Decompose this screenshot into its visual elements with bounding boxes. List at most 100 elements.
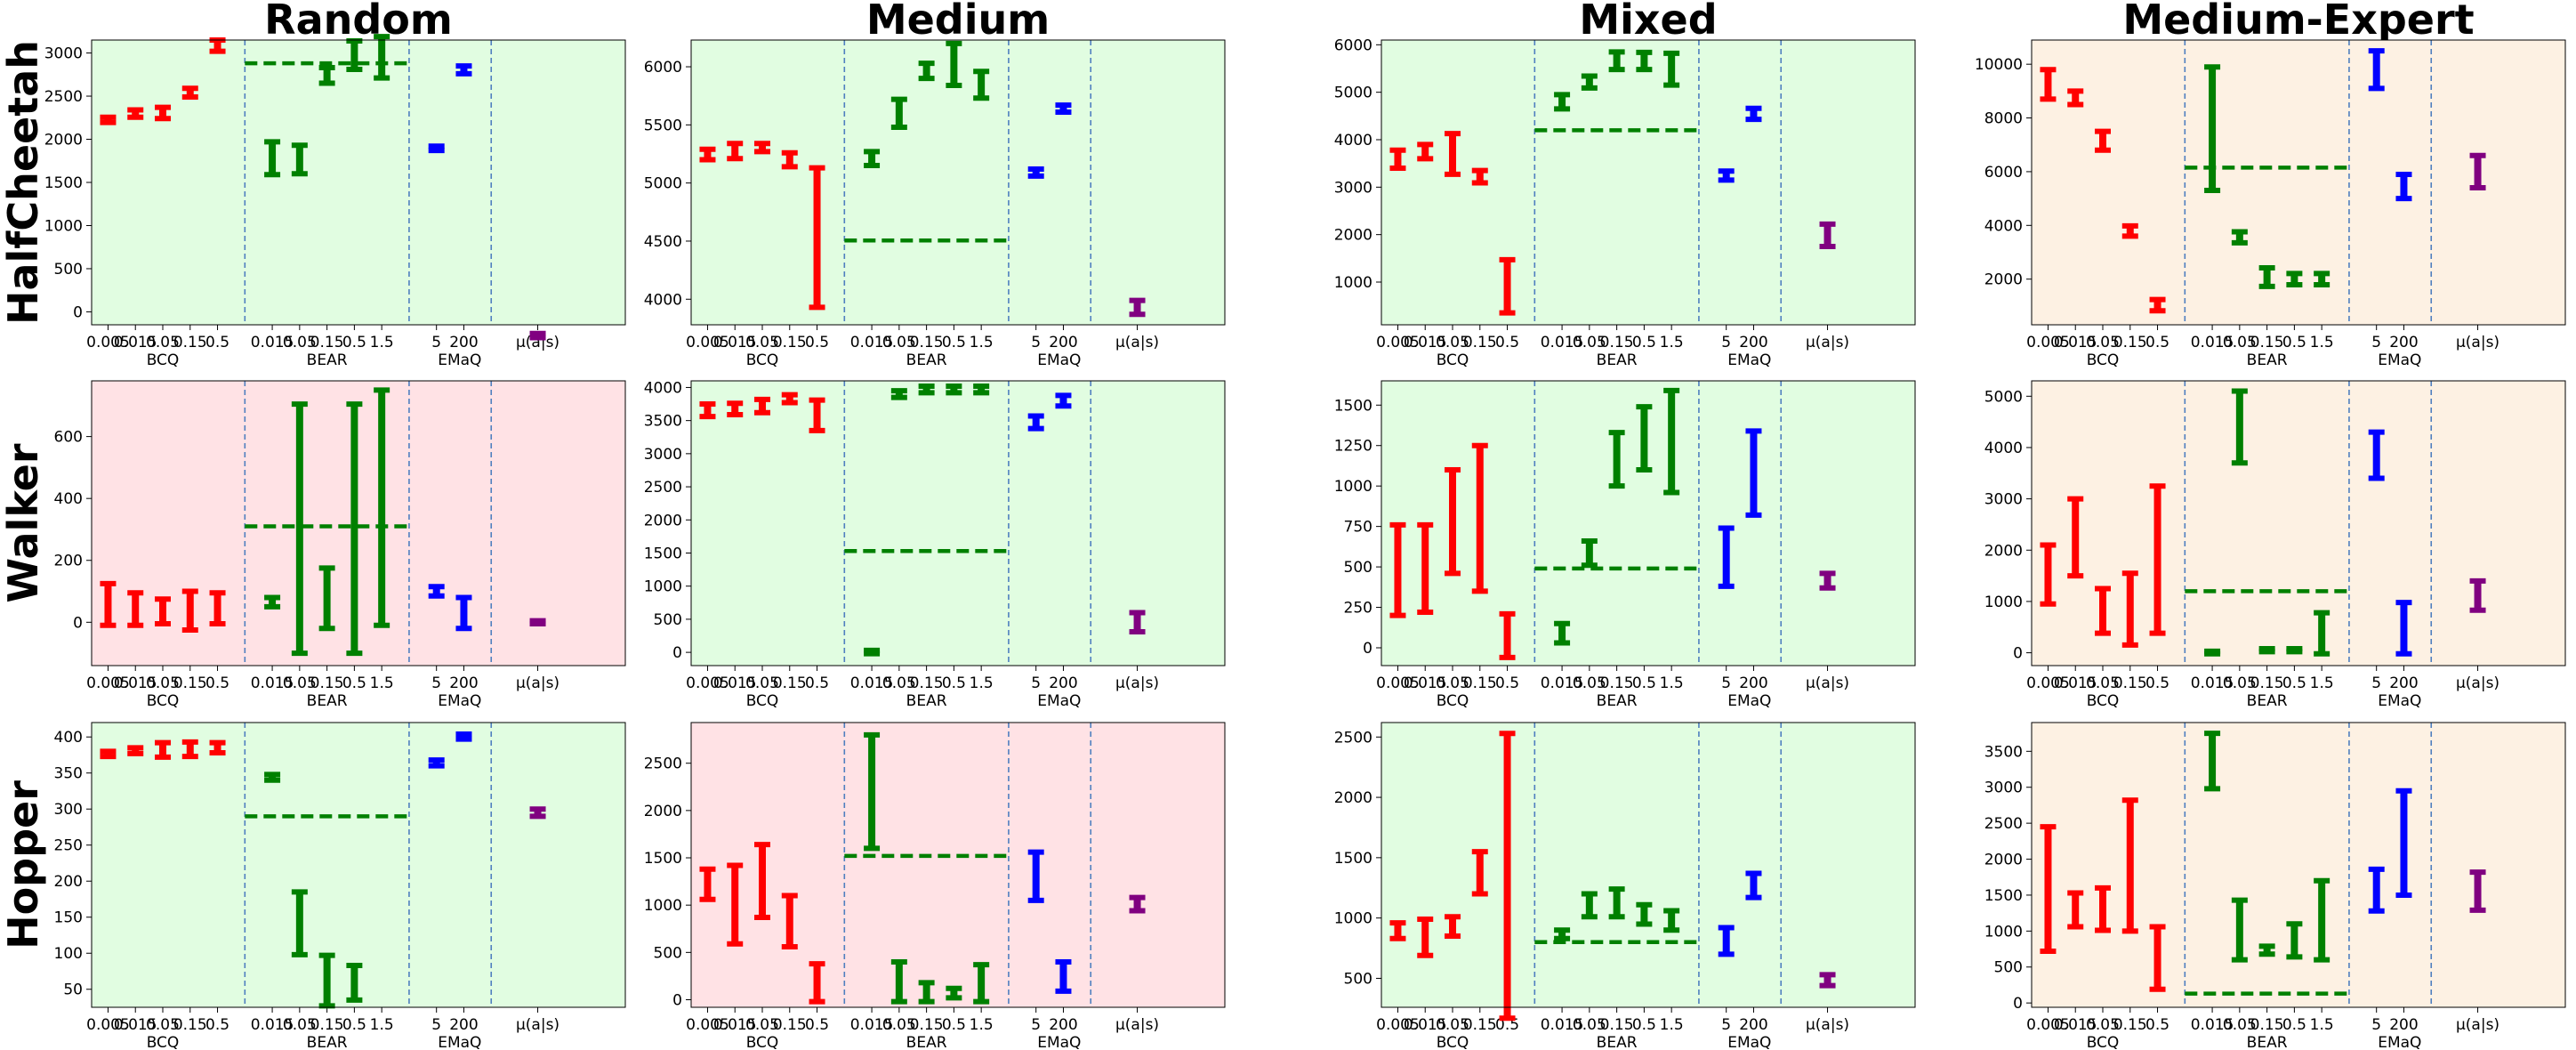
x-tick-label: 0.15 xyxy=(1463,1016,1497,1034)
y-tick-label: 1000 xyxy=(1984,923,2023,941)
x-tick-label: 0.05 xyxy=(1573,674,1606,692)
group-label: EMaQ xyxy=(1727,351,1771,369)
y-tick-label: 10000 xyxy=(1975,56,2023,74)
errorbar-bear xyxy=(1554,927,1571,941)
x-tick-label: 1.5 xyxy=(1660,674,1684,692)
errorbar-bear xyxy=(890,958,907,1005)
errorbar-emaq xyxy=(1027,849,1044,903)
x-tick-label: 200 xyxy=(2389,674,2418,692)
y-tick-label: 2000 xyxy=(1984,542,2023,560)
errorbar-bear xyxy=(264,771,281,783)
y-tick-label: 3000 xyxy=(44,45,83,63)
y-tick-label: 5500 xyxy=(644,117,682,134)
y-tick-label: 3000 xyxy=(1984,779,2023,797)
errorbar-bear xyxy=(1554,620,1571,646)
x-tick-label: 1.5 xyxy=(970,1016,994,1034)
errorbar-emaq xyxy=(428,143,445,154)
x-tick-label: 5 xyxy=(1721,674,1731,692)
x-tick-label: 0.5 xyxy=(1632,674,1656,692)
y-tick-label: 0 xyxy=(73,303,83,321)
plot-frame xyxy=(690,39,1226,326)
x-tick-label: 0.15 xyxy=(2250,334,2284,351)
errorbar-bcq xyxy=(127,590,144,628)
x-tick-label: 0.015 xyxy=(850,1016,894,1034)
y-tick-label: 2000 xyxy=(44,132,83,149)
x-tick-label: μ(a|s) xyxy=(1115,334,1159,351)
x-tick-label: 200 xyxy=(449,334,478,351)
errorbar-bcq xyxy=(127,107,144,120)
x-tick-label: 1.5 xyxy=(2310,674,2334,692)
errorbar-bcq xyxy=(2149,483,2166,636)
errorbar-bcq xyxy=(1499,256,1516,316)
errorbar-bear xyxy=(374,34,390,81)
x-tick-label: 0.015 xyxy=(1404,1016,1447,1034)
errorbar-emaq xyxy=(1745,870,1762,901)
errorbar-mu xyxy=(1129,297,1146,318)
errorbar-bear xyxy=(374,387,390,628)
errorbar-mu xyxy=(2469,152,2486,191)
x-tick-label: 0.15 xyxy=(1463,674,1497,692)
x-tick-label: 0.015 xyxy=(1404,334,1447,351)
x-tick-label: μ(a|s) xyxy=(2456,1016,2500,1034)
x-tick-label: 0.15 xyxy=(310,1016,344,1034)
x-tick-label: 5 xyxy=(431,674,441,692)
y-tick-label: 2500 xyxy=(44,88,83,106)
errorbar-bear xyxy=(1636,49,1653,73)
x-tick-label: 0.15 xyxy=(2113,334,2147,351)
row-title: Hopper xyxy=(0,780,47,949)
errorbar-bcq xyxy=(155,104,171,122)
errorbar-bcq xyxy=(2067,496,2084,579)
errorbar-bear xyxy=(2314,877,2330,963)
x-tick-label: 0.05 xyxy=(745,674,779,692)
x-tick-label: 0.015 xyxy=(2054,1016,2097,1034)
errorbar-bear xyxy=(918,980,935,1005)
errorbar-bear xyxy=(946,985,962,1001)
x-tick-label: 0.5 xyxy=(1495,334,1519,351)
y-tick-label: 8000 xyxy=(1984,110,2023,128)
column-title: Random xyxy=(264,0,453,44)
x-tick-label: 0.15 xyxy=(773,334,807,351)
errorbar-bcq xyxy=(2121,797,2138,934)
errorbar-bcq xyxy=(1445,467,1461,577)
x-tick-label: 0.05 xyxy=(1436,1016,1469,1034)
x-tick-label: 0.15 xyxy=(2250,674,2284,692)
errorbar-bear xyxy=(1554,92,1571,112)
x-tick-label: μ(a|s) xyxy=(1806,674,1849,692)
x-tick-label: 0.005 xyxy=(2026,334,2070,351)
errorbar-bcq xyxy=(781,892,798,949)
x-tick-label: 0.5 xyxy=(2145,674,2169,692)
x-tick-label: 200 xyxy=(1739,334,1767,351)
errorbar-bcq xyxy=(1445,914,1461,939)
x-tick-label: 5 xyxy=(1031,334,1041,351)
y-tick-label: 3000 xyxy=(1984,491,2023,509)
x-tick-label: 0.005 xyxy=(86,1016,130,1034)
y-tick-label: 3000 xyxy=(644,446,682,464)
x-tick-label: 0.005 xyxy=(1376,1016,1420,1034)
y-tick-label: 2500 xyxy=(1984,815,2023,833)
x-tick-label: 0.005 xyxy=(2026,674,2070,692)
group-label: BCQ xyxy=(2087,1034,2120,1050)
errorbar-bear xyxy=(890,388,907,400)
errorbar-bear xyxy=(318,565,335,632)
y-tick-label: 3500 xyxy=(644,413,682,431)
x-tick-label: 0.5 xyxy=(205,334,229,351)
errorbar-bear xyxy=(318,952,335,1009)
errorbar-emaq xyxy=(2368,48,2385,92)
y-tick-label: 250 xyxy=(54,837,83,855)
errorbar-bear xyxy=(291,889,308,957)
plot-background xyxy=(92,40,625,325)
y-tick-label: 500 xyxy=(1994,959,2023,977)
errorbar-bear xyxy=(2231,388,2248,466)
plot-frame xyxy=(2031,722,2566,1008)
errorbar-bcq xyxy=(181,588,198,633)
errorbar-bcq xyxy=(2149,296,2166,314)
errorbar-bcq xyxy=(1417,521,1434,615)
errorbar-emaq xyxy=(455,63,472,77)
errorbar-bcq xyxy=(2040,824,2057,954)
subplot-halfcheetah-mixed: 1000200030004000500060000.0050.0150.050.… xyxy=(1334,36,1916,369)
x-tick-label: 0.5 xyxy=(1632,334,1656,351)
errorbar-bcq xyxy=(1389,521,1406,618)
errorbar-bcq xyxy=(100,748,117,760)
x-tick-label: 0.05 xyxy=(1436,334,1469,351)
x-tick-label: 0.5 xyxy=(805,1016,829,1034)
